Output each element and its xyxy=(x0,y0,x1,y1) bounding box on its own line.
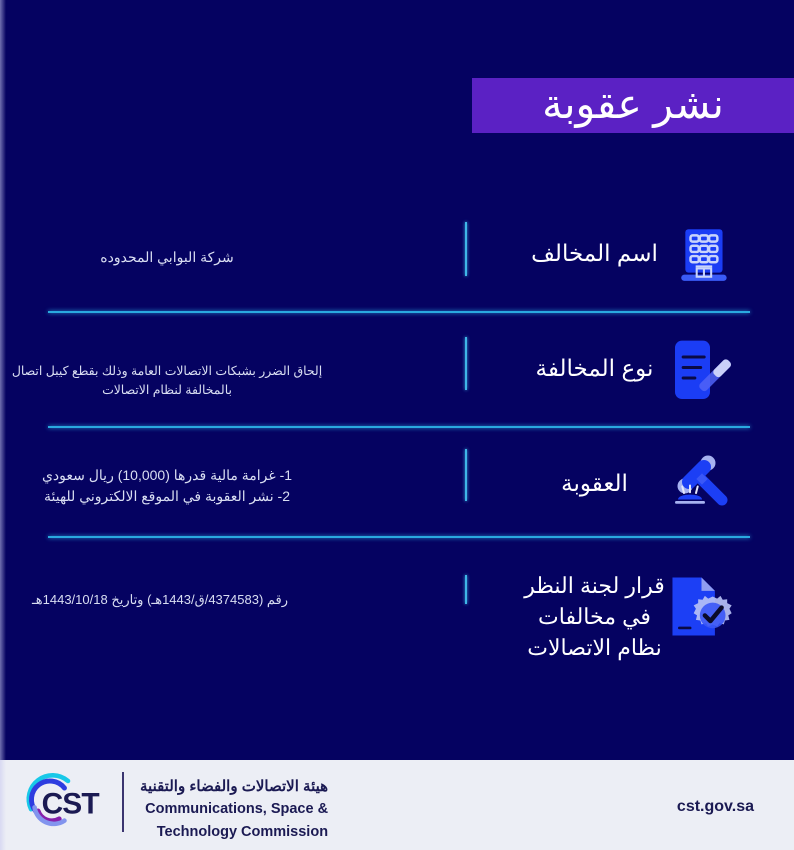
svg-text:CST: CST xyxy=(42,788,100,821)
